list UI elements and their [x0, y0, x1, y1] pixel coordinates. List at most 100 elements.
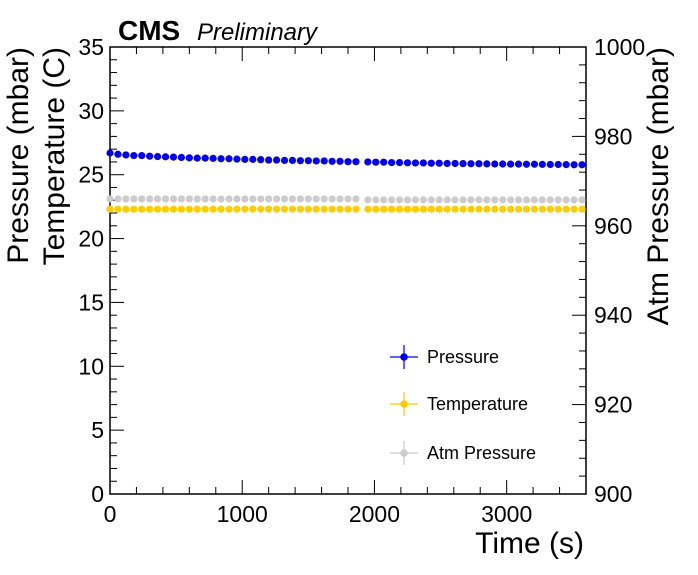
atm-pressure-point: [257, 195, 265, 203]
pressure-point: [312, 157, 320, 165]
pressure-point: [451, 159, 459, 168]
pressure-point: [257, 156, 265, 164]
temperature-point: [185, 205, 193, 213]
atm-pressure-point: [443, 196, 451, 204]
atm-pressure-point: [459, 196, 467, 204]
right-y-tick-label: 980: [594, 123, 632, 149]
pressure-point: [114, 150, 122, 158]
pressure-point: [514, 160, 523, 168]
atm-pressure-point: [138, 195, 146, 203]
pressure-point: [388, 158, 396, 167]
pressure-point: [522, 160, 531, 168]
temperature-point: [177, 205, 185, 213]
pressure-point: [146, 152, 154, 160]
atm-pressure-point: [499, 196, 507, 204]
temperature-point: [380, 205, 388, 213]
atm-pressure-point: [185, 195, 193, 203]
atm-pressure-point: [304, 195, 312, 203]
right-y-tick-label: 1000: [594, 34, 645, 60]
temperature-point: [372, 205, 380, 213]
atm-pressure-point: [483, 196, 491, 204]
temperature-point: [499, 205, 507, 213]
temperature-point: [403, 205, 412, 213]
atm-pressure-point: [193, 195, 201, 203]
pressure-point: [475, 160, 483, 168]
temperature-point: [514, 205, 523, 213]
temperature-point: [273, 205, 281, 213]
temperature-point: [296, 205, 304, 213]
pressure-point: [328, 157, 336, 165]
pressure-point: [562, 161, 570, 169]
temperature-point: [328, 205, 336, 213]
y-axis-title-line2: Temperature (C): [38, 47, 71, 265]
temperature-point: [530, 205, 539, 213]
pressure-point: [491, 160, 499, 168]
data-marks: [106, 149, 586, 213]
temperature-point: [546, 205, 554, 213]
pressure-point: [304, 157, 312, 165]
temperature-point: [288, 205, 297, 213]
temperature-point: [249, 205, 257, 213]
temperature-point: [419, 205, 427, 213]
temperature-point: [570, 205, 578, 213]
pressure-point: [352, 158, 360, 166]
pressure-point: [530, 160, 539, 168]
atm-pressure-point: [273, 195, 281, 203]
pressure-point: [395, 158, 404, 167]
temperature-point: [122, 205, 130, 213]
y-tick-label: 35: [78, 34, 104, 60]
temperature-point: [507, 205, 515, 213]
atm-pressure-point: [288, 195, 297, 203]
pressure-point: [411, 159, 420, 167]
x-tick-label: 2000: [349, 501, 400, 527]
pressure-point: [169, 153, 178, 161]
pressure-point: [336, 157, 344, 165]
temperature-point: [451, 205, 459, 213]
atm-pressure-point: [419, 196, 427, 204]
temperature-point: [522, 205, 531, 213]
temperature-point: [554, 205, 562, 213]
temperature-point: [578, 205, 586, 213]
pressure-point: [280, 156, 289, 165]
legend-label-atm-pressure: Atm Pressure: [427, 443, 536, 463]
pressure-point: [380, 158, 388, 166]
atm-pressure-point: [177, 195, 185, 203]
atm-pressure-point: [344, 195, 352, 203]
cms-label: CMS: [118, 15, 180, 46]
atm-pressure-point: [451, 196, 459, 204]
legend-entry-temperature: Temperature: [390, 392, 528, 416]
legend-marker-pressure: [400, 353, 408, 361]
temperature-point: [427, 205, 435, 213]
atm-pressure-point: [312, 195, 320, 203]
pressure-point: [154, 152, 162, 161]
pressure-point: [344, 158, 352, 166]
temperature-point: [169, 205, 178, 213]
temperature-point: [233, 205, 241, 213]
pressure-point: [138, 151, 146, 160]
pressure-point: [249, 155, 257, 163]
pressure-point: [538, 160, 546, 168]
temperature-point: [225, 205, 233, 213]
temperature-point: [138, 205, 146, 213]
temperature-point: [257, 205, 265, 213]
temperature-point: [443, 205, 451, 213]
pressure-point: [372, 158, 380, 166]
pressure-point: [161, 153, 170, 161]
pressure-point: [241, 155, 249, 163]
pressure-point: [320, 157, 328, 165]
temperature-point: [538, 205, 546, 213]
atm-pressure-point: [562, 196, 570, 204]
pressure-point: [499, 160, 507, 168]
pressure-point: [507, 160, 515, 168]
atm-pressure-point: [233, 195, 241, 203]
pressure-point: [364, 158, 372, 166]
temperature-point: [193, 205, 201, 213]
temperature-point: [562, 205, 570, 213]
temperature-point: [352, 205, 360, 213]
pressure-point: [554, 160, 562, 169]
atm-pressure-point: [388, 196, 396, 204]
temperature-point: [364, 205, 372, 213]
temperature-point: [491, 205, 499, 213]
pressure-point: [403, 159, 412, 167]
temperature-point: [312, 205, 320, 213]
